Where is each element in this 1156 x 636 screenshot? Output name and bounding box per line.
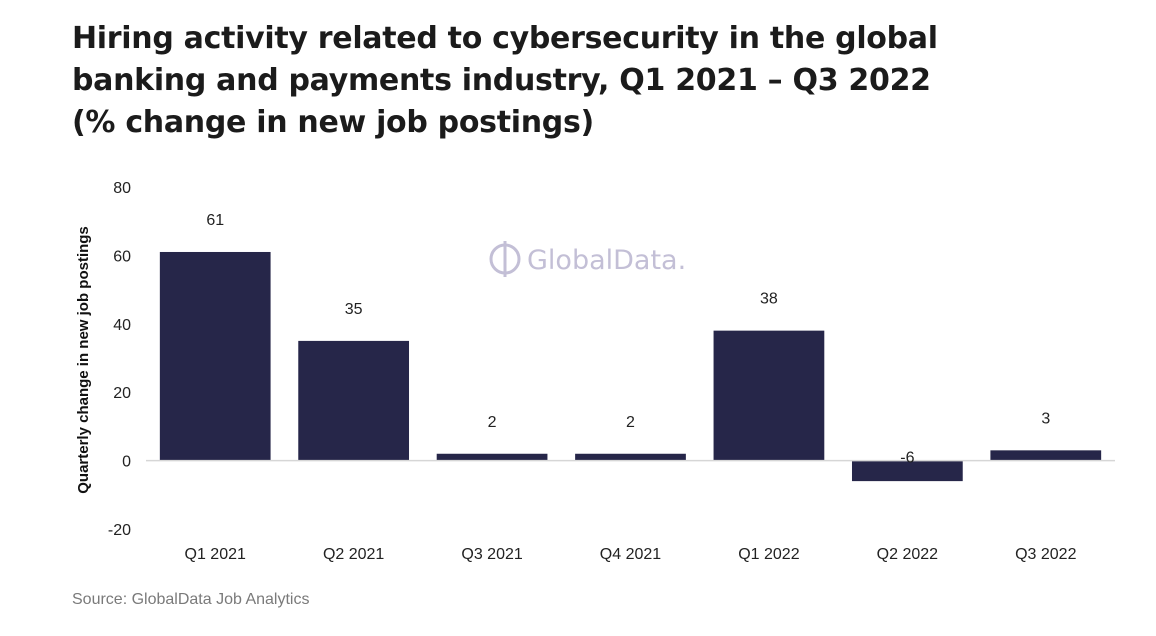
bar: [990, 450, 1102, 461]
y-tick-label: -20: [108, 522, 131, 539]
bar: [851, 460, 963, 482]
data-labels: 61 35 2 2 38 -6 3: [206, 212, 1050, 467]
watermark: GlobalData.: [489, 241, 686, 277]
data-label: -6: [900, 450, 914, 467]
chart-title: Hiring activity related to cybersecurity…: [72, 21, 938, 140]
bar: [575, 453, 686, 461]
y-tick-label: 40: [113, 317, 131, 334]
y-tick-label: 20: [113, 385, 131, 402]
globaldata-logo-icon: [489, 241, 521, 277]
x-tick-label: Q4 2021: [600, 546, 661, 563]
x-tick-label: Q1 2022: [738, 546, 799, 563]
x-axis-ticks: Q1 2021 Q2 2021 Q3 2021 Q4 2021 Q1 2022 Q2 20…: [185, 546, 1077, 563]
y-axis-label: Quarterly change in new job postings: [75, 226, 92, 494]
data-label: 2: [626, 414, 635, 431]
data-label: 61: [206, 212, 224, 229]
data-label: 2: [488, 414, 497, 431]
x-tick-label: Q1 2021: [185, 546, 246, 563]
x-tick-label: Q2 2021: [323, 546, 384, 563]
x-tick-label: Q3 2022: [1015, 546, 1076, 563]
bar: [436, 453, 548, 461]
x-tick-label: Q2 2022: [877, 546, 938, 563]
watermark-text: GlobalData.: [527, 245, 686, 276]
bars: [159, 251, 1102, 482]
data-label: 35: [345, 301, 363, 318]
y-axis-ticks: 80 60 40 20 0 -20: [108, 180, 131, 539]
y-tick-label: 0: [122, 454, 131, 471]
x-tick-label: Q3 2021: [461, 546, 522, 563]
bar: [159, 251, 271, 461]
source-note: Source: GlobalData Job Analytics: [72, 591, 310, 608]
data-label: 3: [1041, 410, 1050, 427]
y-tick-label: 80: [113, 180, 131, 197]
data-label: 38: [760, 291, 778, 308]
y-tick-label: 60: [113, 248, 131, 265]
bar: [298, 340, 410, 461]
bar: [713, 330, 825, 461]
